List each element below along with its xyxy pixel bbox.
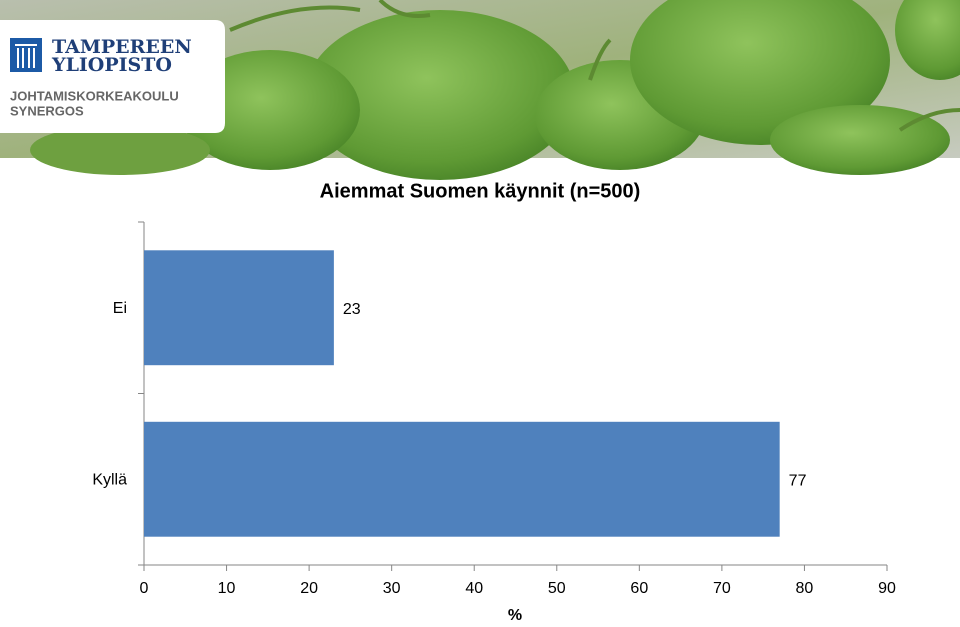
logo: TAMPEREEN YLIOPISTO JOHTAMISKORKEAKOULU … (0, 20, 225, 133)
x-axis-label: % (508, 607, 522, 622)
x-tick-label: 20 (300, 580, 318, 597)
x-tick-label: 80 (796, 580, 814, 597)
x-tick-label: 50 (548, 580, 566, 597)
bar (144, 421, 780, 537)
logo-subtext: SYNERGOS (10, 103, 84, 118)
chart-title: Aiemmat Suomen käynnit (n=500) (320, 180, 641, 202)
logo-subtext: JOHTAMISKORKEAKOULU (10, 88, 179, 103)
x-tick-label: 40 (465, 580, 483, 597)
logo-text: YLIOPISTO (51, 54, 172, 76)
x-tick-label: 30 (383, 580, 401, 597)
x-tick-label: 10 (218, 580, 236, 597)
bar (144, 250, 334, 366)
value-label: 23 (343, 301, 361, 318)
y-tick-label: Kyllä (92, 471, 127, 488)
x-tick-label: 0 (140, 580, 149, 597)
value-label: 77 (789, 472, 807, 489)
x-tick-label: 90 (878, 580, 896, 597)
y-tick-label: Ei (113, 300, 127, 317)
x-tick-label: 60 (630, 580, 648, 597)
x-tick-label: 70 (713, 580, 731, 597)
logo-text: TAMPEREEN (52, 36, 192, 58)
